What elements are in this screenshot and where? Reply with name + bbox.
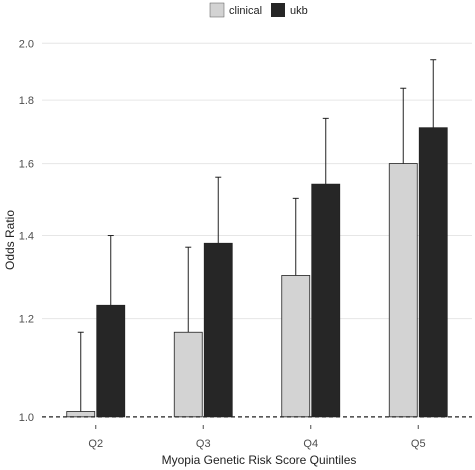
legend-swatch-clinical — [209, 2, 225, 18]
y-tick-label: 2.0 — [19, 38, 34, 50]
y-tick-label: 1.6 — [19, 159, 34, 171]
bar-clinical-Q2 — [66, 411, 96, 418]
x-axis-title: Myopia Genetic Risk Score Quintiles — [162, 453, 357, 467]
y-tick-label: 1.4 — [19, 231, 34, 243]
x-tick-label: Q2 — [88, 438, 103, 450]
y-tick-label: 1.2 — [19, 314, 34, 326]
x-tick-label: Q5 — [411, 438, 426, 450]
bar-clinical-Q5 — [388, 163, 418, 418]
legend-label-ukb: ukb — [290, 5, 308, 17]
bar-clinical-Q4 — [281, 275, 311, 418]
y-tick-label: 1.8 — [19, 95, 34, 107]
y-axis-title: Odds Ratio — [3, 210, 17, 270]
bar-ukb-Q4 — [311, 183, 341, 418]
y-tick-label: 1.0 — [19, 412, 34, 424]
bar-ukb-Q2 — [96, 304, 126, 418]
bar-clinical-Q3 — [173, 331, 203, 418]
x-tick-label: Q3 — [196, 438, 211, 450]
legend: clinical ukb — [209, 2, 308, 18]
x-tick-label: Q4 — [303, 438, 318, 450]
y-axis-ticks: 1.0 1.2 1.4 1.6 1.8 2.0 — [19, 38, 34, 424]
bar-ukb-Q5 — [418, 127, 448, 418]
x-axis-ticks: Q2 Q3 Q4 Q5 — [88, 425, 426, 450]
legend-label-clinical: clinical — [229, 5, 262, 17]
bar-ukb-Q3 — [203, 242, 233, 418]
legend-swatch-ukb — [271, 3, 285, 17]
bars — [66, 59, 448, 418]
